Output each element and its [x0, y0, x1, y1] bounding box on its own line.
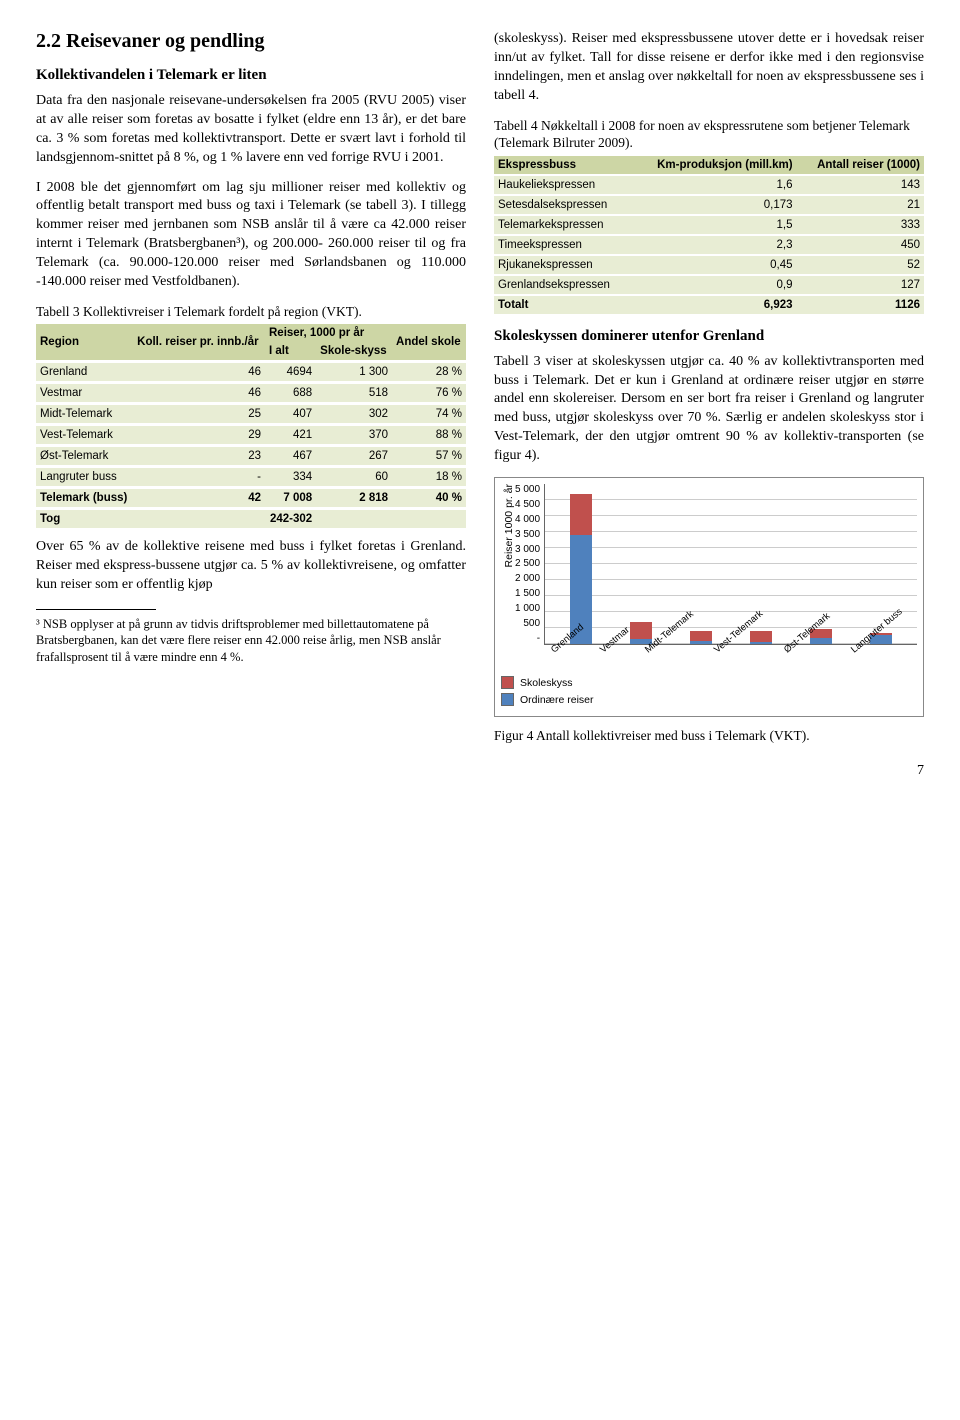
table-row: Midt-Telemark2540730274 % — [36, 404, 466, 425]
footnote-rule — [36, 609, 156, 610]
table-row: Haukeliekspressen1,6143 — [494, 175, 924, 195]
table-row: Tog242-302 — [36, 509, 466, 529]
table-row: Øst-Telemark2346726757 % — [36, 446, 466, 467]
table-row: Grenlandsekspressen0,9127 — [494, 275, 924, 295]
table3-head-koll: Koll. reiser pr. innb./år — [133, 324, 265, 362]
figure4-chart: Reiser 1000 pr. år 5 0004 5004 0003 5003… — [494, 477, 924, 717]
chart-bar — [750, 631, 772, 644]
page-number: 7 — [494, 763, 924, 779]
legend-label-ordinaere: Ordinære reiser — [520, 694, 594, 706]
table-row: Setesdalsekspressen0,17321 — [494, 195, 924, 215]
table3-head-region: Region — [36, 324, 133, 362]
table-row: Grenland4646941 30028 % — [36, 362, 466, 383]
subheading-skoleskyss: Skoleskyssen dominerer utenfor Grenland — [494, 328, 924, 345]
table4: Ekspressbuss Km-produksjon (mill.km) Ant… — [494, 156, 924, 314]
chart-ylabel: Reiser 1000 pr. år — [501, 484, 515, 567]
paragraph: I 2008 ble det gjennomført om lag sju mi… — [36, 179, 466, 292]
table3-head-ialt: I alt — [265, 342, 316, 362]
table3-caption: Tabell 3 Kollektivreiser i Telemark ford… — [36, 303, 466, 321]
table-row: Vestmar4668851876 % — [36, 383, 466, 404]
chart-bars — [544, 484, 917, 645]
legend-swatch-ordinaere — [501, 693, 514, 706]
table-row: Timeekspressen2,3450 — [494, 235, 924, 255]
table-row: Totalt6,9231126 — [494, 295, 924, 314]
table3-head-reiser: Reiser, 1000 pr år — [265, 324, 392, 342]
table4-caption: Tabell 4 Nøkkeltall i 2008 for noen av e… — [494, 117, 924, 152]
legend-swatch-skoleskyss — [501, 676, 514, 689]
paragraph: Over 65 % av de kollektive reisene med b… — [36, 538, 466, 595]
paragraph: Data fra den nasjonale reisevane-undersø… — [36, 92, 466, 168]
table-row: Langruter buss-3346018 % — [36, 467, 466, 488]
chart-bar — [690, 631, 712, 644]
table4-head-ant: Antall reiser (1000) — [797, 156, 924, 175]
figure4-caption: Figur 4 Antall kollektivreiser med buss … — [494, 727, 924, 745]
left-column: 2.2 Reisevaner og pendling Kollektivande… — [36, 30, 466, 779]
table3-head-skole: Skole-skyss — [316, 342, 392, 362]
chart-yaxis: 5 0004 5004 0003 5003 0002 5002 0001 500… — [515, 484, 544, 644]
table-row: Telemarkekspressen1,5333 — [494, 215, 924, 235]
table3-head-andel: Andel skole — [392, 324, 466, 362]
legend-label-skoleskyss: Skoleskyss — [520, 677, 573, 689]
footnote: ³ NSB opplyser at på grunn av tidvis dri… — [36, 616, 466, 665]
table-row: Vest-Telemark2942137088 % — [36, 425, 466, 446]
section-heading: 2.2 Reisevaner og pendling — [36, 30, 466, 53]
table4-head-bus: Ekspressbuss — [494, 156, 632, 175]
table4-head-km: Km-produksjon (mill.km) — [632, 156, 797, 175]
table3: Region Koll. reiser pr. innb./år Reiser,… — [36, 324, 466, 528]
paragraph: (skoleskyss). Reiser med ekspressbussene… — [494, 30, 924, 106]
subheading-kollektivandel: Kollektivandelen i Telemark er liten — [36, 67, 466, 84]
chart-legend: Skoleskyss Ordinære reiser — [501, 676, 917, 706]
table-row: Rjukanekspressen0,4552 — [494, 255, 924, 275]
table-row: Telemark (buss)427 0082 81840 % — [36, 488, 466, 509]
paragraph: Tabell 3 viser at skoleskyssen utgjør ca… — [494, 353, 924, 466]
chart-bar — [570, 494, 592, 644]
right-column: (skoleskyss). Reiser med ekspressbussene… — [494, 30, 924, 779]
chart-xaxis: GrenlandVestmarMidt-TelemarkVest-Telemar… — [544, 645, 917, 658]
